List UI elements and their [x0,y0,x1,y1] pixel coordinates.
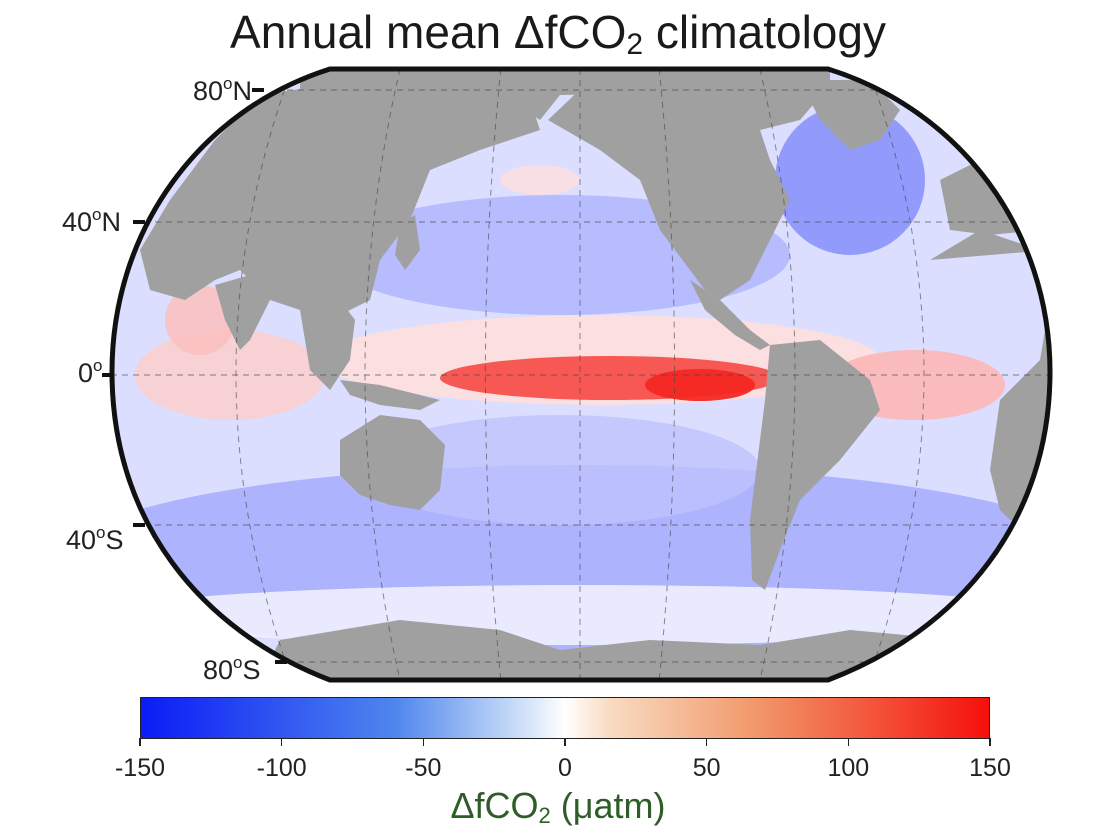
south-america-land [750,340,880,590]
longitude-line [235,69,293,680]
colorbar-tick-label: -100 [256,754,307,782]
lat-label-80s: 80oS [203,653,261,685]
subtropical-south-pacific [360,415,760,525]
north-atlantic [775,105,925,255]
greenland-land [800,80,900,150]
colorbar-tick-label: -150 [114,754,166,782]
colorbar-tick [847,738,850,746]
colorbar-tick-label: 100 [827,754,870,782]
north-pacific-warm-patch [500,165,580,195]
colorbar [140,697,990,739]
arabian-sea [165,285,235,355]
ocean-layer [112,69,1050,680]
lat-label-40s: 40oS [66,523,124,555]
colorbar-tick [139,738,141,746]
land-masses [140,69,1050,680]
longitude-line [759,69,796,680]
tropical-indian-ocean [135,330,325,420]
east-equatorial-pacific [645,369,755,401]
lat-label-80n: 80oN [193,74,253,106]
north-america-land [548,75,830,300]
colorbar-tick-label: 0 [558,754,572,782]
central-america-land [690,280,770,350]
colorbar-tick-label: 50 [692,754,721,782]
colorbar-tick-label: -50 [405,754,442,782]
colorbar-tick [564,738,566,746]
map-border [109,66,1053,683]
longitude-line [867,69,925,680]
map-title: Annual mean ΔfCO2 climatology [230,6,886,61]
lat-label-40n: 40oN [62,205,122,237]
latitude-ticks [102,88,287,664]
antarctica-land [250,620,1000,680]
lat-label-0: 0o [78,356,103,388]
colorbar-label: ΔfCO2 (μatm) [450,785,666,828]
southeast-asia-land [300,300,355,390]
longitude-line [364,69,401,680]
colorbar-tick [705,738,708,746]
africa-land [930,230,1050,520]
colorbar-tick-label: 150 [969,754,1011,782]
india-land [215,275,270,350]
eurasia-land [140,80,540,320]
colorbar-tick [989,738,991,746]
japan-land [395,215,420,270]
colorbar-tick [280,738,283,746]
australia-land [340,415,445,510]
colorbar-tick [422,738,425,746]
world-map [102,66,1053,683]
